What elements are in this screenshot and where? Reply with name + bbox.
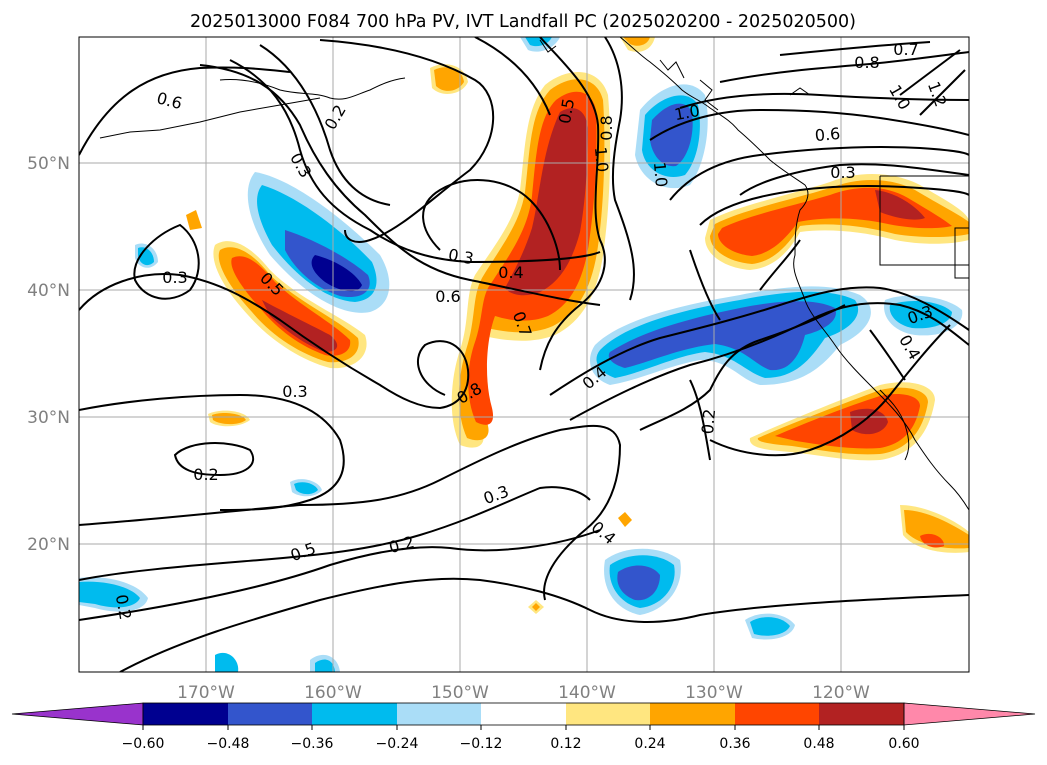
colorbar-segment <box>397 703 481 725</box>
lon-tick-label: 170°W <box>177 683 235 703</box>
contour-label: 0.4 <box>498 263 523 282</box>
contour-label: 0.3 <box>162 268 187 287</box>
contour-label: 0.7 <box>893 40 918 59</box>
colorbar-ticks <box>142 725 905 730</box>
colorbar-segment <box>566 703 650 725</box>
contour-label: 0.8 <box>597 115 616 140</box>
lon-tick-label: 160°W <box>304 683 362 703</box>
negative-shading <box>79 37 963 672</box>
contour-label: 0.8 <box>854 53 879 72</box>
contour-label: 0.2 <box>193 465 218 484</box>
colorbar-tick-label: 0.48 <box>803 736 834 752</box>
contour-label: 1.0 <box>591 146 612 173</box>
lon-tick-label: 120°W <box>812 683 870 703</box>
lat-tick-label: 30°N <box>27 408 70 428</box>
contour-label: 0.6 <box>435 287 460 306</box>
contour-label: 0.2 <box>112 593 135 621</box>
lat-tick-label: 40°N <box>27 281 70 301</box>
lon-tick-label: 140°W <box>558 683 616 703</box>
contour-label: 0.3 <box>282 382 307 401</box>
lon-tick-label: 130°W <box>685 683 743 703</box>
colorbar-segment <box>228 703 312 725</box>
contour-label: 1.0 <box>673 101 701 124</box>
colorbar-tick-label: 0.24 <box>634 736 665 752</box>
colorbar-segment <box>819 703 904 725</box>
lat-tick-label: 50°N <box>27 154 70 174</box>
contour-label: 1.0 <box>650 161 671 188</box>
colorbar-segment <box>650 703 735 725</box>
colorbar-tick-label: −0.24 <box>376 736 419 752</box>
contour-label: 0.6 <box>814 124 841 145</box>
map-panel: 0.6 0.2 0.3 0.3 0.5 0.3 0.2 0.5 0.2 0.3 … <box>78 36 970 673</box>
colorbar-segment <box>735 703 819 725</box>
colorbar-tick-label: −0.60 <box>122 736 165 752</box>
lat-tick-label: 20°N <box>27 535 70 555</box>
map-frame <box>78 36 970 673</box>
colorbar-tick-label: 0.36 <box>719 736 750 752</box>
colorbar-segment <box>312 703 397 725</box>
colorbar: −0.60 −0.48 −0.36 −0.24 −0.12 0.12 0.24 … <box>11 702 1036 752</box>
contour-label: 0.3 <box>447 245 475 268</box>
contour-label: 0.2 <box>698 408 719 435</box>
colorbar-tick-label: −0.12 <box>460 736 503 752</box>
colorbar-segment <box>143 703 228 725</box>
lon-axis: 170°W 160°W 150°W 140°W 130°W 120°W <box>177 683 870 703</box>
positive-shading <box>186 37 969 614</box>
figure-title: 2025013000 F084 700 hPa PV, IVT Landfall… <box>190 12 856 32</box>
colorbar-extend-left <box>11 702 144 726</box>
colorbar-tick-label: 0.12 <box>550 736 581 752</box>
colorbar-segment <box>481 703 566 725</box>
contour-label: 0.5 <box>555 97 578 125</box>
lat-axis: 50°N 40°N 30°N 20°N <box>27 154 70 555</box>
colorbar-tick-label: 0.60 <box>888 736 919 752</box>
colorbar-outline <box>142 702 905 726</box>
colorbar-tick-label: −0.48 <box>207 736 250 752</box>
colorbar-tick-label: −0.36 <box>291 736 334 752</box>
contour-label: 0.3 <box>830 163 855 182</box>
pv-contours <box>79 37 969 672</box>
colorbar-extend-right <box>903 702 1036 726</box>
lon-tick-label: 150°W <box>431 683 489 703</box>
